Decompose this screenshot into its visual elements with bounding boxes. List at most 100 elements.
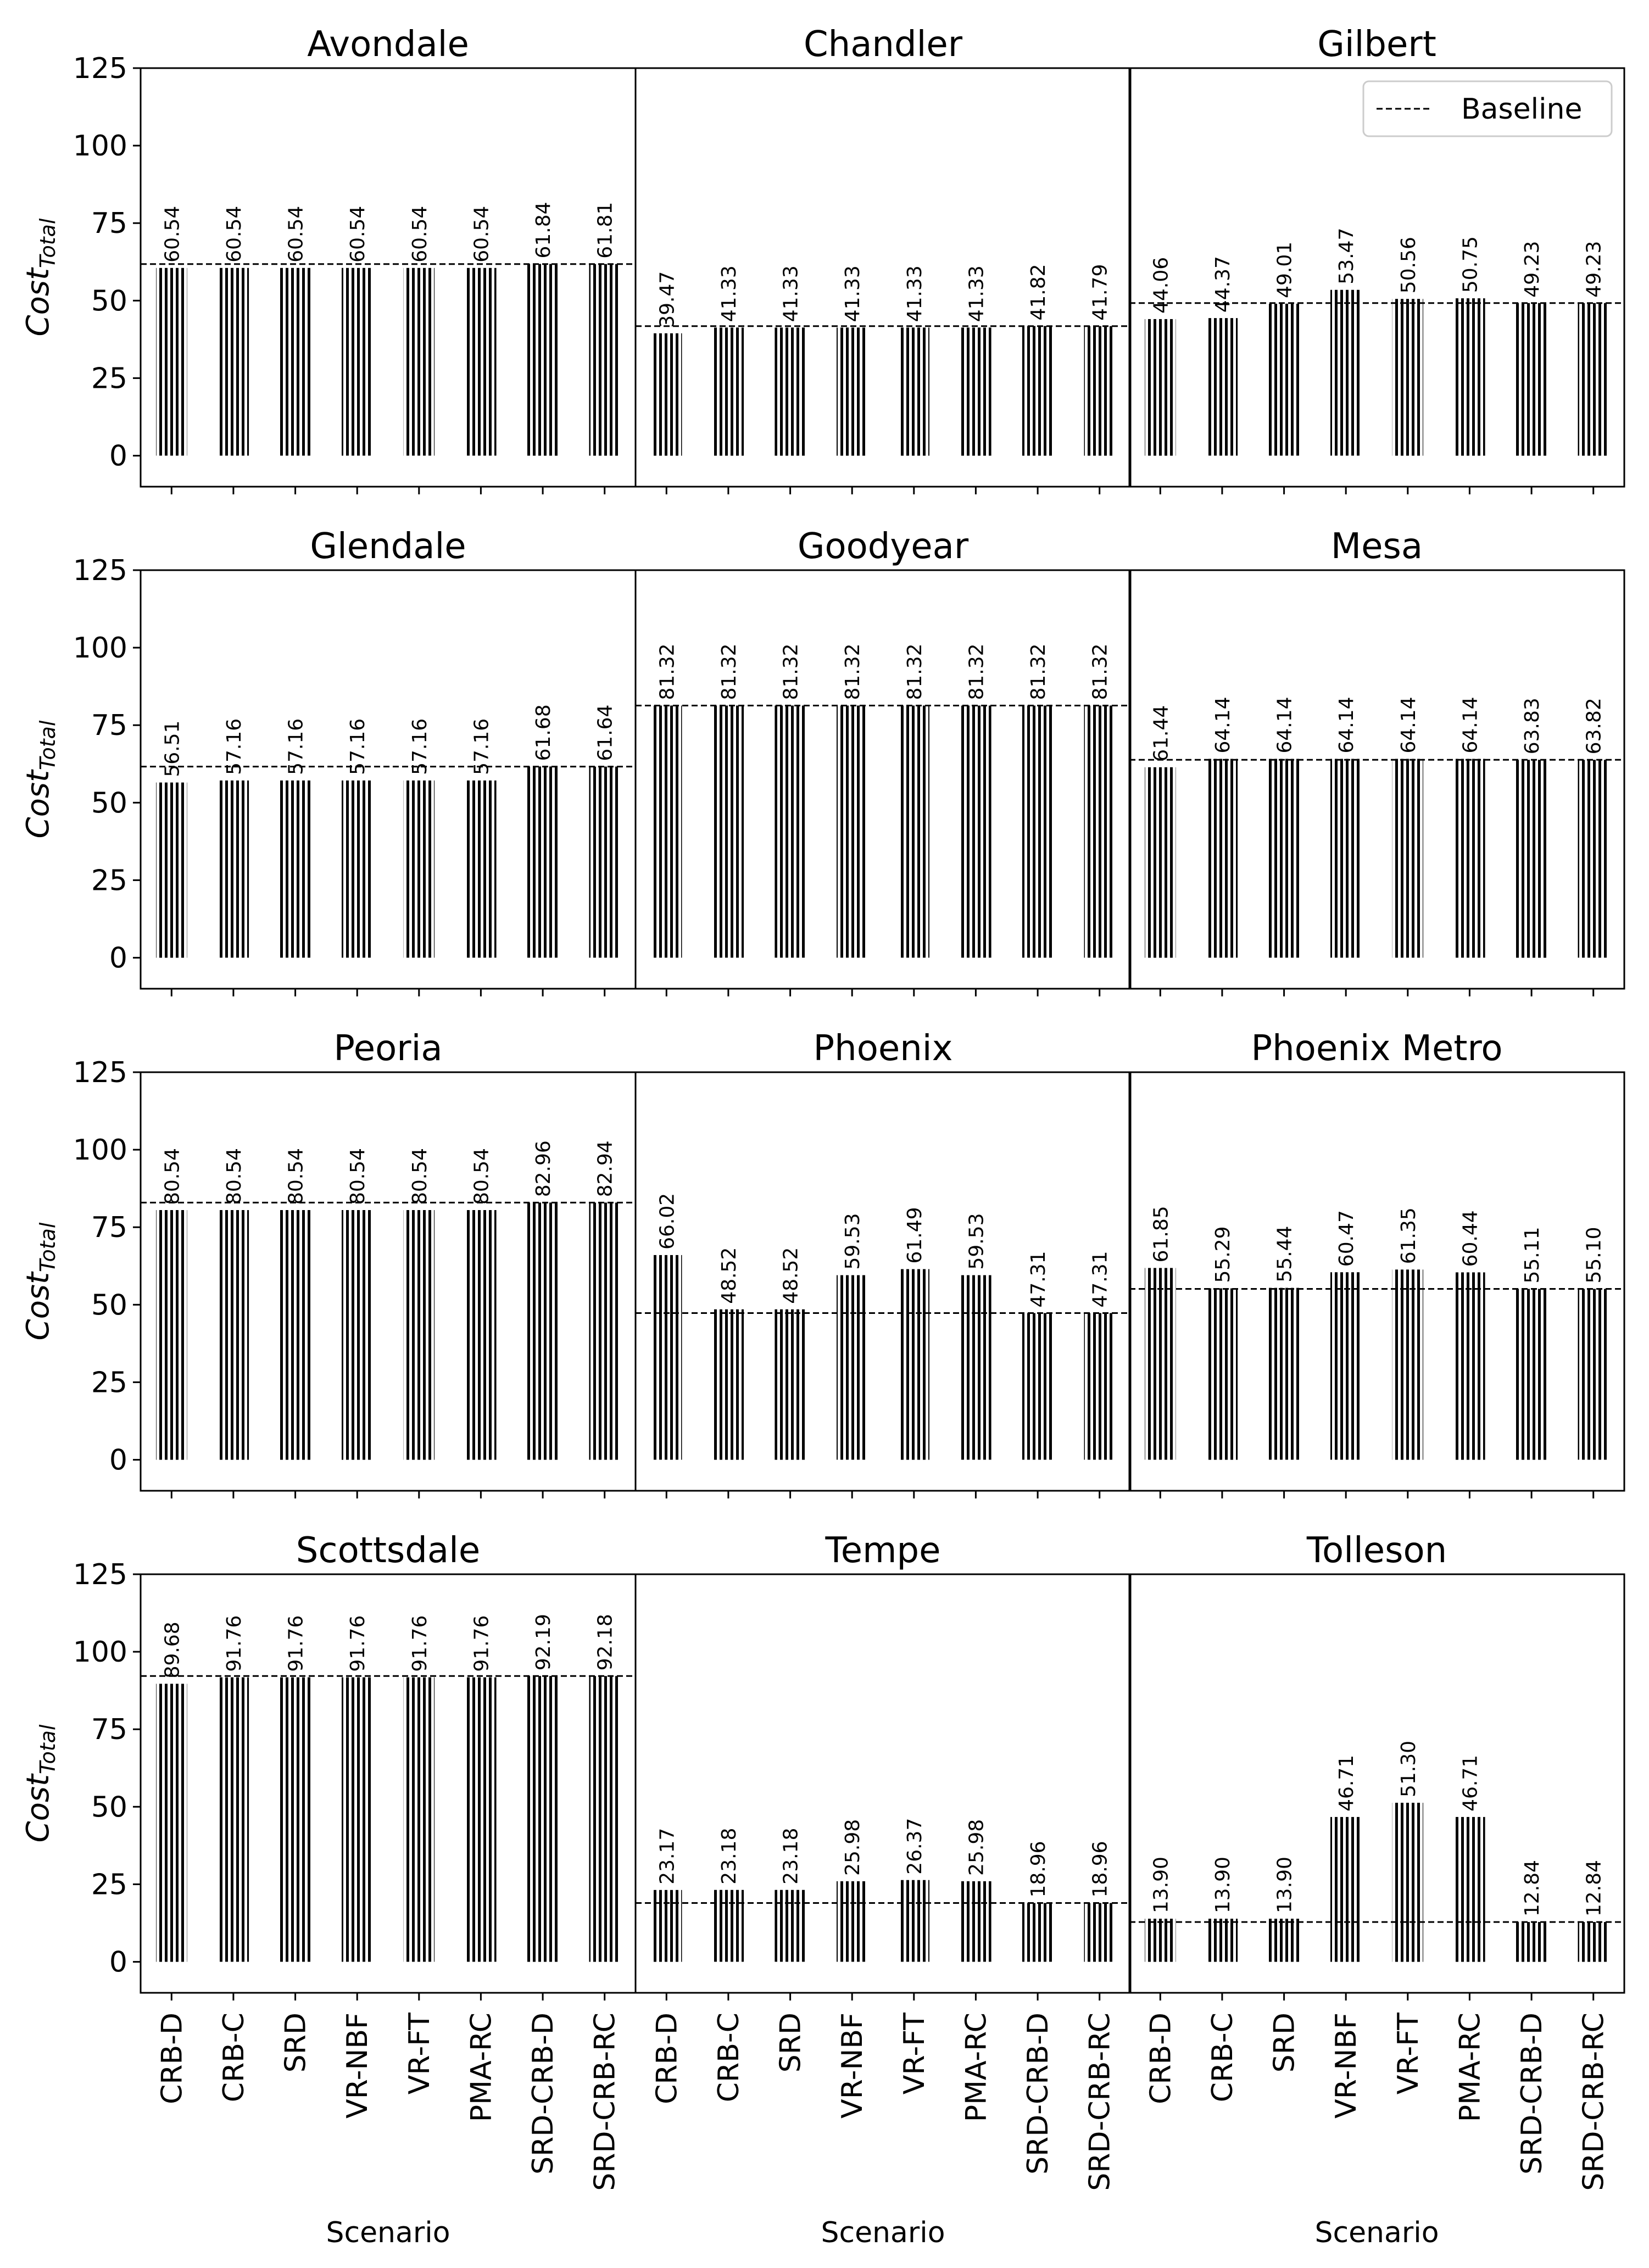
y-tick-label: 0	[109, 942, 127, 975]
value-label: 18.96	[1089, 1841, 1112, 1897]
bar	[1578, 303, 1609, 456]
y-tick-label: 125	[73, 554, 127, 587]
panel-title: Goodyear	[798, 526, 969, 567]
bar	[775, 1309, 806, 1460]
bar	[1330, 1816, 1362, 1962]
value-label: 64.14	[1274, 696, 1296, 753]
x-tick-label: CRB-D	[155, 2013, 188, 2104]
bar	[1392, 1269, 1423, 1460]
value-label: 25.98	[842, 1819, 864, 1876]
x-tick-label: VR-FT	[1392, 2013, 1425, 2094]
value-label: 50.56	[1397, 237, 1420, 293]
bar	[156, 268, 187, 456]
panel-frame	[1128, 569, 1625, 990]
value-label: 81.32	[842, 643, 864, 700]
value-label: 12.84	[1521, 1860, 1544, 1916]
bar	[837, 705, 868, 958]
value-label: 55.11	[1521, 1227, 1544, 1283]
bar	[527, 1202, 559, 1460]
y-tick-label: 125	[73, 1056, 127, 1089]
bar	[1268, 1288, 1300, 1460]
x-tick-label: SRD-CRB-RC	[1578, 2013, 1611, 2191]
x-tick-label: PMA-RC	[1453, 2013, 1486, 2122]
panel-title: Avondale	[307, 24, 469, 65]
value-label: 51.30	[1397, 1741, 1420, 1797]
bar	[1578, 1289, 1609, 1460]
bar	[651, 1255, 682, 1460]
panel-scottsdale: 89.68 91.76 91.76 91.76 91.76 91.76 92.19 92.18…	[20, 1530, 637, 2249]
bar	[465, 268, 497, 456]
bar	[465, 1210, 497, 1460]
bar	[960, 1275, 991, 1460]
legend: Baseline	[1362, 80, 1613, 137]
bar	[960, 705, 991, 958]
value-label: 81.32	[1089, 643, 1112, 700]
value-label: 56.51	[161, 721, 183, 777]
y-tick-label: 100	[73, 1636, 127, 1669]
value-label: 61.68	[532, 704, 555, 761]
bar	[403, 268, 434, 456]
panel-tempe: 23.17 23.18 23.18 25.98 26.37 25.98 18.96 18.96…	[634, 1530, 1132, 2249]
value-label: 64.14	[1335, 696, 1358, 753]
bar	[1516, 303, 1547, 456]
value-label: 41.33	[904, 265, 926, 322]
value-label: 80.54	[285, 1148, 308, 1205]
bar	[1268, 303, 1300, 456]
bar	[1392, 1803, 1423, 1962]
y-tick-label: 75	[91, 1211, 127, 1244]
value-label: 81.32	[1027, 643, 1050, 700]
value-label: 81.32	[965, 643, 988, 700]
bar	[1454, 1272, 1485, 1460]
value-label: 92.18	[594, 1614, 617, 1670]
panel-title: Tempe	[825, 1530, 941, 1571]
panel-title: Chandler	[804, 24, 963, 65]
x-tick-label: SRD	[280, 2013, 313, 2072]
bar	[651, 1890, 682, 1962]
bar	[1454, 759, 1485, 958]
value-label: 63.82	[1583, 698, 1606, 754]
panel-frame	[140, 67, 637, 488]
bar	[1578, 760, 1609, 958]
y-tick-label: 50	[91, 1791, 127, 1824]
panel-avondale: 60.54 60.54 60.54 60.54 60.54 60.54 61.84 61.81…	[20, 24, 637, 494]
value-label: 91.76	[409, 1615, 431, 1672]
bar	[1268, 1919, 1300, 1962]
bar	[218, 780, 249, 958]
y-tick-label: 25	[91, 362, 127, 395]
x-tick-label: CRB-D	[1144, 2013, 1177, 2104]
x-axis-label: Scenario	[821, 2216, 945, 2249]
value-label: 18.96	[1027, 1841, 1050, 1897]
panel-frame	[140, 569, 637, 990]
value-label: 89.68	[161, 1621, 183, 1678]
bar	[218, 1677, 249, 1962]
x-tick-label: PMA-RC	[960, 2013, 993, 2122]
x-tick-label: CRB-D	[650, 2013, 683, 2104]
value-label: 48.52	[718, 1247, 740, 1304]
panel-chandler: 39.47 41.33 41.33 41.33 41.33 41.33 41.82 41.79…	[634, 24, 1132, 494]
bar	[1392, 299, 1423, 456]
bar	[1516, 1922, 1547, 1962]
value-label: 82.96	[532, 1140, 555, 1197]
y-tick-label: 100	[73, 1134, 127, 1167]
x-axis-label: Scenario	[1314, 2216, 1439, 2249]
bar	[465, 1677, 497, 1962]
bar	[1206, 318, 1238, 456]
value-label: 47.31	[1027, 1251, 1050, 1307]
value-label: 60.54	[347, 206, 369, 263]
x-tick-label: VR-NBF	[341, 2013, 374, 2119]
bar	[898, 327, 929, 456]
value-label: 80.54	[470, 1148, 493, 1205]
bar	[1084, 705, 1115, 958]
y-tick-label: 50	[91, 787, 127, 820]
value-label: 61.35	[1397, 1207, 1420, 1264]
bar	[527, 1676, 559, 1962]
x-tick-label: SRD	[775, 2013, 807, 2072]
x-tick-label: SRD-CRB-RC	[1084, 2013, 1117, 2191]
x-tick-label: CRB-C	[1206, 2013, 1239, 2102]
bar	[1330, 759, 1362, 958]
y-tick-label: 25	[91, 1868, 127, 1901]
panel-tolleson: 13.90 13.90 13.90 46.71 51.30 46.71 12.84 12.84…	[1128, 1530, 1625, 2249]
x-tick-label: SRD-CRB-D	[527, 2013, 560, 2175]
value-label: 59.53	[965, 1213, 988, 1269]
